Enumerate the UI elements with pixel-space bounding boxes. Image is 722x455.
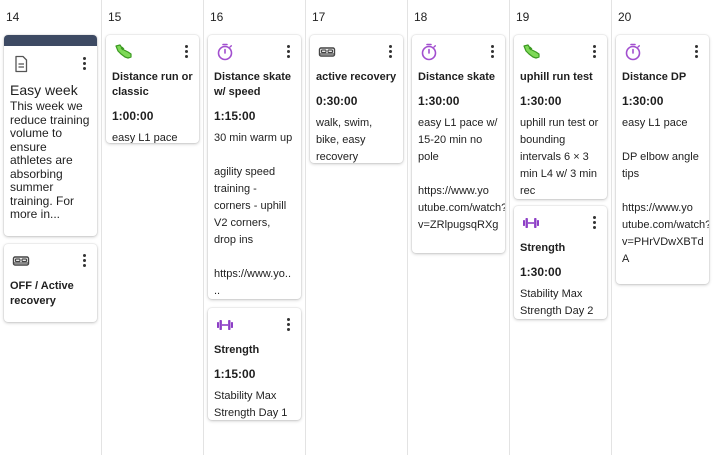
- workout-duration: 1:15:00: [214, 109, 256, 123]
- workout-title: Strength: [520, 242, 566, 254]
- day-column-14[interactable]: 14: [0, 0, 102, 455]
- day-column-18[interactable]: 18: [408, 0, 510, 455]
- more-options-icon[interactable]: [79, 251, 89, 269]
- workout-card[interactable]: active recovery 0:30:00 walk, swim, bike…: [310, 35, 403, 163]
- workout-duration: 1:30:00: [520, 265, 562, 279]
- running-shoe-icon: [521, 42, 541, 62]
- workout-title: uphill run test: [520, 71, 593, 83]
- day-number: 18: [414, 10, 428, 24]
- stopwatch-icon: [419, 42, 439, 62]
- workout-title: OFF / Active recovery: [10, 280, 74, 307]
- more-options-icon[interactable]: [79, 54, 89, 72]
- workout-description: 30 min warm up agility speed training - …: [214, 132, 293, 297]
- workout-duration: 1:30:00: [520, 94, 562, 108]
- workout-card[interactable]: Strength 1:15:00 Stability Max Strength …: [208, 308, 301, 420]
- workout-title: Distance run or classic: [112, 71, 193, 98]
- workout-duration: 1:30:00: [418, 94, 460, 108]
- more-options-icon[interactable]: [283, 315, 293, 333]
- document-icon: [11, 54, 31, 74]
- note-body: This week we reduce training volume to e…: [10, 99, 90, 221]
- more-options-icon[interactable]: [181, 42, 191, 60]
- dumbbell-icon: [521, 213, 541, 233]
- workout-card[interactable]: uphill run test 1:30:00 uphill run test …: [514, 35, 607, 199]
- workout-description: uphill run test or bounding intervals 6 …: [520, 117, 599, 197]
- more-options-icon[interactable]: [385, 42, 395, 60]
- more-options-icon[interactable]: [283, 42, 293, 60]
- day-column-15[interactable]: 15: [102, 0, 204, 455]
- workout-duration: 1:30:00: [622, 94, 664, 108]
- workout-title: Distance skate w/ speed: [214, 71, 292, 98]
- day-column-20[interactable]: 20: [612, 0, 722, 455]
- day-column-17[interactable]: 17: [306, 0, 408, 455]
- workout-description: walk, swim, bike, easy recovery: [316, 117, 373, 163]
- day-number: 19: [516, 10, 530, 24]
- workout-duration: 1:00:00: [112, 109, 154, 123]
- day-number: 16: [210, 10, 224, 24]
- more-options-icon[interactable]: [487, 42, 497, 60]
- running-shoe-icon: [113, 42, 133, 62]
- stopwatch-icon: [623, 42, 643, 62]
- more-options-icon[interactable]: [691, 42, 701, 60]
- workout-title: Distance skate: [418, 71, 496, 83]
- workout-duration: 1:15:00: [214, 367, 256, 381]
- workout-card[interactable]: Distance skate 1:30:00 easy L1 pace w/ 1…: [412, 35, 505, 253]
- day-column-19[interactable]: 19: [510, 0, 612, 455]
- workout-description: Stability Max Strength Day 1: [214, 390, 288, 419]
- workout-description: easy L1 pace w/ 15-20 min no pole https:…: [418, 117, 505, 231]
- note-header-bar: [4, 35, 97, 46]
- note-card[interactable]: Easy week This week we reduce training v…: [4, 35, 97, 236]
- stopwatch-icon: [215, 42, 235, 62]
- day-number: 15: [108, 10, 122, 24]
- day-number: 20: [618, 10, 632, 24]
- more-options-icon[interactable]: [589, 213, 599, 231]
- bed-icon: [11, 251, 31, 271]
- dumbbell-icon: [215, 315, 235, 335]
- note-title: Easy week: [10, 82, 78, 98]
- workout-title: Distance DP: [622, 71, 687, 83]
- day-number: 14: [6, 10, 20, 24]
- workout-duration: 0:30:00: [316, 94, 358, 108]
- workout-description: easy L1 pace: [112, 132, 178, 143]
- bed-icon: [317, 42, 337, 62]
- workout-title: active recovery: [316, 71, 397, 83]
- more-options-icon[interactable]: [589, 42, 599, 60]
- day-column-16[interactable]: 16: [204, 0, 306, 455]
- workout-card[interactable]: Distance run or classic 1:00:00 easy L1 …: [106, 35, 199, 143]
- workout-card[interactable]: Distance DP 1:30:00 easy L1 pace DP elbo…: [616, 35, 709, 284]
- day-number: 17: [312, 10, 326, 24]
- workout-card[interactable]: Distance skate w/ speed 1:15:00 30 min w…: [208, 35, 301, 299]
- workout-card[interactable]: Strength 1:30:00 Stability Max Strength …: [514, 206, 607, 319]
- workout-description: Stability Max Strength Day 2: [520, 288, 594, 317]
- workout-description: easy L1 pace DP elbow angle tips https:/…: [622, 117, 709, 265]
- workout-title: Strength: [214, 344, 260, 356]
- workout-card[interactable]: OFF / Active recovery: [4, 244, 97, 322]
